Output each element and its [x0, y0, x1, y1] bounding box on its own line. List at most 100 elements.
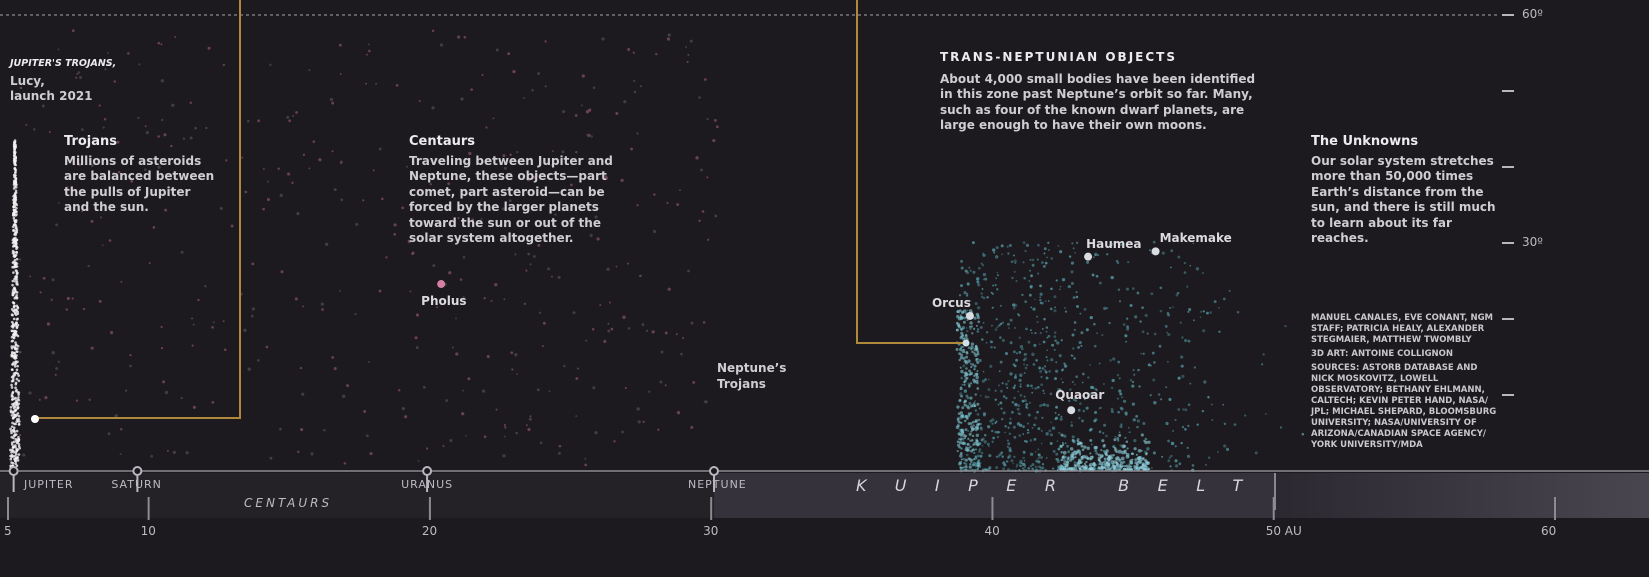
centaur-dot [527, 252, 531, 256]
plutino-dot [968, 309, 973, 313]
probe-path [856, 0, 963, 344]
trojan-dot [12, 201, 16, 205]
centaur-dot [569, 183, 573, 187]
centaur-dot [411, 251, 415, 255]
kbo-dot [1009, 372, 1013, 376]
centaur-dot [114, 414, 118, 418]
trojan-dot [17, 393, 20, 396]
kbo-dot [1183, 261, 1187, 265]
centaur-dot [689, 39, 693, 43]
centaur-dot [584, 457, 587, 460]
centaur-dot [585, 110, 590, 114]
centaur-dot [212, 321, 215, 324]
kbo-dot [1152, 378, 1156, 382]
plutino-dot [955, 328, 959, 332]
centaur-dot [514, 353, 518, 357]
kbo-core [1135, 463, 1139, 467]
centaur-dot [698, 219, 701, 223]
plutino-dot [960, 458, 963, 461]
kbo-dot [998, 370, 1001, 373]
trojan-dot [15, 296, 19, 299]
kbo-dot [1186, 285, 1189, 288]
centaur-dot [706, 176, 709, 179]
centaur-dot [112, 171, 115, 174]
kbo-dot [982, 322, 985, 324]
centaur-dot [205, 126, 208, 130]
kbo-core [1111, 463, 1115, 466]
kbo-core [1113, 446, 1117, 450]
kbo-dot [1086, 395, 1089, 398]
kbo-dot [1022, 358, 1026, 362]
kbo-dot [1045, 330, 1048, 333]
kbo-dot [1098, 407, 1101, 410]
centaurs-band-label: CENTAURS [244, 496, 333, 510]
trojan-dot [13, 354, 17, 358]
kbo-core [1060, 433, 1064, 437]
kbo-core [1141, 462, 1145, 466]
kbo-core [1076, 439, 1079, 443]
kbo-core [1103, 465, 1107, 469]
centaur-dot [277, 167, 280, 170]
kbo-dot [1057, 447, 1061, 451]
kbo-core [1120, 456, 1125, 461]
centaur-dot [431, 29, 435, 33]
centaur-dot [572, 311, 576, 315]
kbo-dot [1058, 431, 1061, 435]
trojan-dot [11, 241, 15, 245]
centaur-dot [207, 46, 211, 50]
kbo-dot [1089, 363, 1091, 366]
kbo-core [1069, 459, 1072, 462]
trojan-dot [12, 301, 16, 305]
centaur-dot [592, 86, 596, 90]
kbo-dot [994, 328, 998, 331]
kbo-dot [995, 455, 998, 458]
trojan-dot [17, 379, 21, 383]
trojan-dot [12, 260, 15, 264]
kbo-dot [1047, 334, 1051, 338]
kbo-dot [1041, 261, 1044, 264]
trojan-dot [13, 459, 17, 463]
kbo-dot [976, 280, 980, 284]
kbo-dot [1108, 322, 1111, 325]
centaur-dot [262, 207, 265, 211]
centaur-dot [495, 48, 499, 52]
centaur-dot [676, 411, 681, 415]
kbo-dot [1004, 382, 1008, 386]
trojan-dot [17, 423, 21, 426]
kbo-dot [1034, 298, 1036, 301]
kbo-core [1100, 449, 1103, 452]
kbo-dot [1055, 279, 1058, 282]
kbo-dot [1177, 376, 1181, 380]
credit-paragraph: MANUEL CANALES, EVE CONANT, NGM STAFF; PA… [1311, 313, 1511, 346]
trojan-dot [16, 271, 19, 275]
kbo-dot [1057, 413, 1060, 416]
credit-paragraph: 3D ART: ANTOINE COLLIGNON [1311, 349, 1511, 360]
trojan-dot [13, 357, 17, 360]
centaur-dot [636, 204, 639, 207]
trojan-dot [15, 213, 18, 216]
kbo-dot [994, 430, 998, 434]
kbo-dot [1061, 441, 1064, 444]
trojan-dot [14, 437, 18, 441]
kbo-dot [1000, 244, 1004, 248]
kbo-dot [991, 418, 995, 422]
kbo-dot [1151, 351, 1155, 355]
plutino-dot [958, 437, 961, 441]
centaur-dot [515, 431, 519, 435]
plutino-dot [962, 416, 965, 419]
trojan-dot [10, 339, 14, 343]
kbo-dot [1213, 300, 1217, 304]
plutino-dot [958, 352, 962, 356]
centaur-dot [189, 136, 193, 140]
kbo-dot [1025, 406, 1029, 410]
kbo-dot [1172, 430, 1174, 432]
kbo-dot [999, 360, 1003, 364]
kbo-dot [1169, 266, 1172, 269]
centaur-dot [508, 199, 512, 203]
kbo-dot [1186, 446, 1189, 449]
kbo-dot [1075, 291, 1078, 294]
kbo-core [1060, 450, 1063, 454]
kbo-dot [1118, 377, 1121, 380]
kbo-dot [1201, 409, 1205, 413]
plutino-dot [964, 458, 968, 462]
